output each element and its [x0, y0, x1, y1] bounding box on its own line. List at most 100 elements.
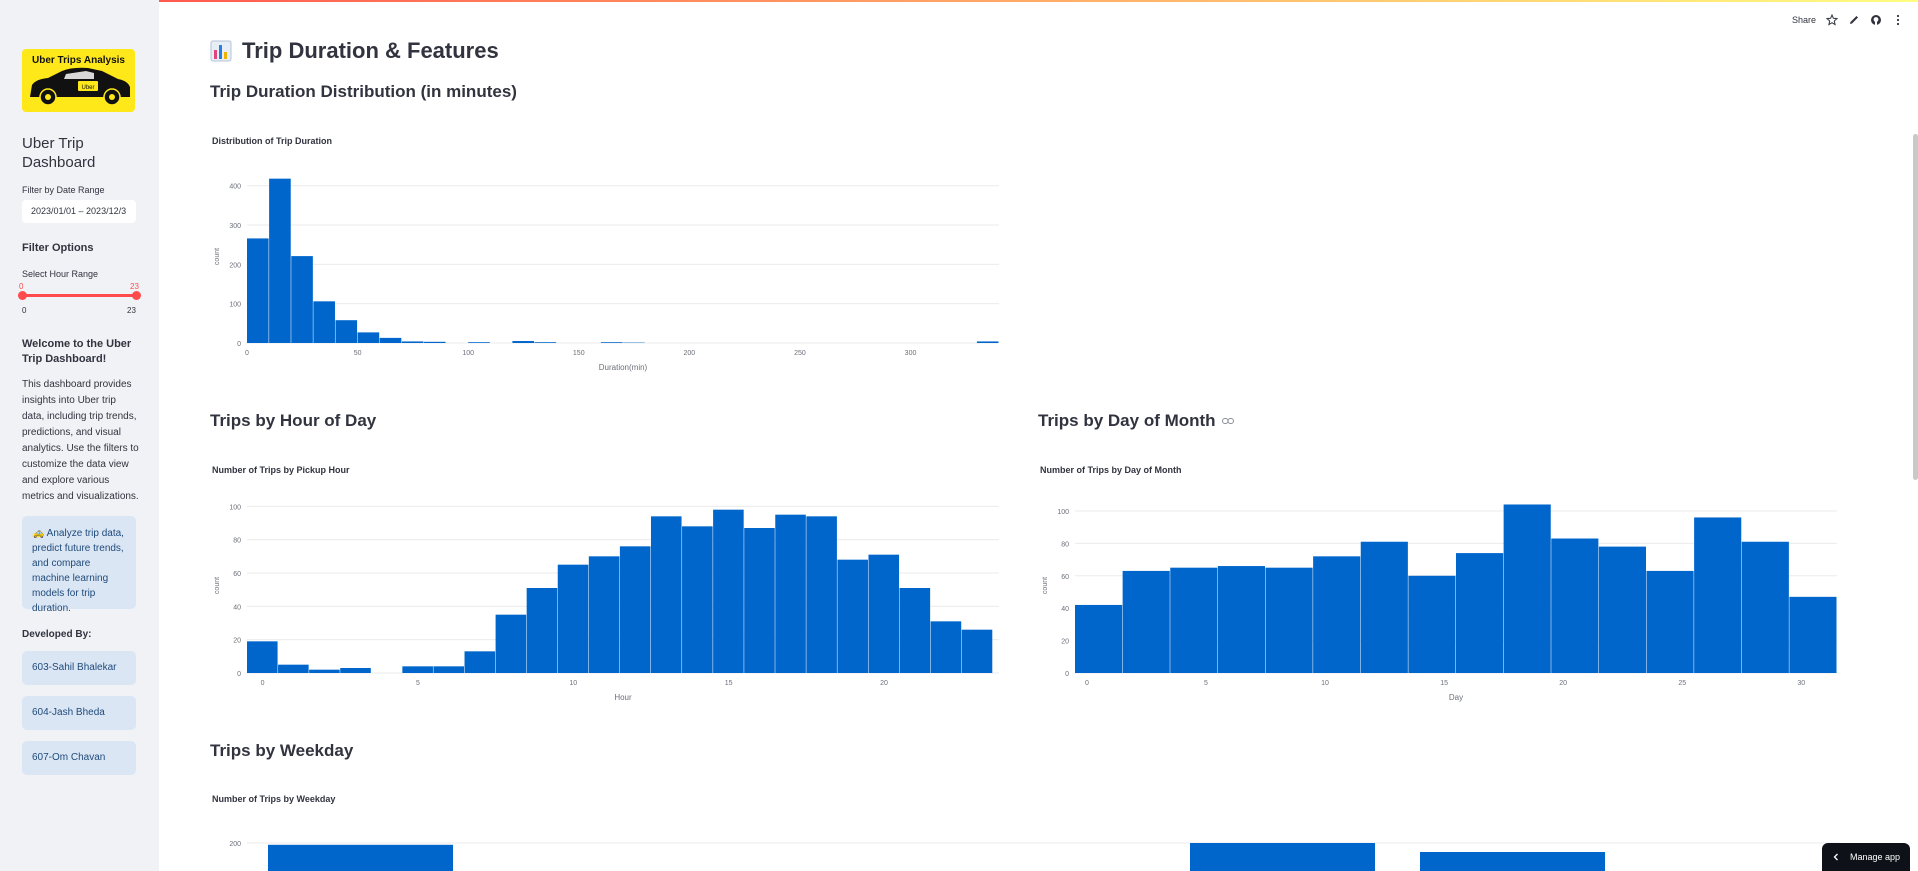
x-tick-label: 150 [573, 350, 585, 357]
y-tick-label: 100 [229, 504, 241, 511]
hour-range-max-handle[interactable] [132, 291, 141, 300]
day-bar [1360, 541, 1408, 673]
welcome-heading: Welcome to the Uber Trip Dashboard! [22, 338, 132, 365]
day-bar [1789, 596, 1837, 673]
hour-bar [899, 588, 931, 673]
x-tick-label: 30 [1797, 680, 1805, 687]
histogram-bar [401, 341, 424, 343]
hour-bar [961, 629, 993, 673]
more-vertical-icon[interactable] [1892, 14, 1904, 26]
star-icon[interactable] [1826, 14, 1838, 26]
uber-logo-image: Uber Trips Analysis Uber [22, 49, 135, 112]
hour-bar [619, 546, 651, 673]
developer-link-om[interactable]: 607-Om Chavan [22, 741, 136, 775]
manage-app-button[interactable]: Manage app [1822, 843, 1910, 871]
logo-car-text: Uber [81, 85, 94, 91]
hour-bar [309, 669, 340, 673]
histogram-bar [976, 341, 999, 343]
main-scrollbar[interactable] [1913, 134, 1918, 480]
developer-link-jash[interactable]: 604-Jash Bheda [22, 696, 136, 730]
github-icon[interactable] [1870, 14, 1882, 26]
hour-bar [806, 516, 837, 673]
day-bar [1646, 570, 1694, 673]
date-range-input[interactable]: 2023/01/01 – 2023/12/3 [22, 200, 136, 223]
y-tick-label: 0 [237, 671, 241, 678]
hour-range-slider[interactable] [22, 294, 136, 297]
y-tick-label: 60 [233, 571, 241, 578]
link-icon[interactable] [1221, 417, 1234, 425]
sidebar-title: Uber Trip Dashboard [22, 135, 96, 171]
day-bar [1408, 575, 1456, 673]
hour-bar [464, 651, 496, 673]
x-tick-label: 10 [569, 680, 577, 687]
section-heading-hour: Trips by Hour of Day [210, 411, 377, 430]
x-axis-label: Hour [614, 693, 632, 702]
duration-histogram-chart[interactable]: 0 100 200 300 400 0 50 100 150 200 250 300 Duration(… [210, 170, 1000, 380]
histogram-bar [313, 301, 335, 343]
weekday-bar [1190, 843, 1375, 871]
day-bar [1265, 567, 1313, 673]
hour-bar-chart[interactable]: 0 20 40 60 80 100 0 5 10 15 20 Hour count [210, 498, 1000, 708]
histogram-bar [468, 342, 490, 343]
x-tick-label: 15 [1440, 680, 1448, 687]
histogram-bar [335, 320, 358, 343]
x-tick-label: 15 [725, 680, 733, 687]
hour-bar [557, 564, 589, 673]
date-filter-label: Filter by Date Range [22, 185, 105, 195]
histogram-bar [600, 342, 623, 343]
x-tick-label: 5 [416, 680, 420, 687]
manage-app-label: Manage app [1849, 852, 1901, 862]
chart-title-hour: Number of Trips by Pickup Hour [212, 465, 350, 475]
hour-bar [495, 614, 527, 673]
day-bar [1503, 504, 1551, 673]
hour-bar [682, 526, 713, 673]
x-tick-label: 200 [684, 350, 696, 357]
y-tick-label: 80 [1061, 541, 1069, 548]
weekday-bar [1420, 852, 1605, 871]
day-bar [1456, 553, 1504, 673]
share-button[interactable]: Share [1791, 15, 1816, 25]
day-bar [1122, 570, 1170, 673]
hour-bar [340, 668, 371, 673]
hour-range-min-value: 0 [19, 282, 24, 291]
hour-bar [526, 588, 558, 673]
hour-bar [930, 621, 962, 673]
y-tick-label: 20 [233, 638, 241, 645]
y-tick-label: 400 [229, 184, 241, 191]
developed-by-heading: Developed By: [22, 629, 92, 640]
developer-link-sahil[interactable]: 603-Sahil Bhalekar [22, 651, 136, 685]
edit-pencil-icon[interactable] [1848, 14, 1860, 26]
y-tick-label: 80 [233, 538, 241, 545]
histogram-bar [291, 256, 313, 343]
hour-range-label: Select Hour Range [22, 269, 99, 279]
day-of-month-bar-chart[interactable]: 0 20 40 60 80 100 0 5 10 15 20 25 30 Day count [1038, 498, 1838, 708]
y-tick-label: 100 [1057, 509, 1069, 516]
chart-title-weekday: Number of Trips by Weekday [212, 794, 336, 804]
y-tick-label: 0 [1065, 671, 1069, 678]
y-tick-label: 40 [1061, 606, 1069, 613]
hour-range-tick-min: 0 [22, 306, 27, 315]
car-icon: Uber [30, 67, 130, 106]
hour-bar [433, 666, 465, 673]
weekday-bar-chart[interactable]: 200 [210, 826, 1840, 871]
y-tick-label: 40 [233, 604, 241, 611]
hour-bar [650, 516, 682, 673]
y-tick-label: 20 [1061, 639, 1069, 646]
section-heading-duration: Trip Duration Distribution (in minutes) [210, 82, 517, 101]
x-tick-label: 20 [1559, 680, 1567, 687]
day-bar [1694, 517, 1742, 673]
chart-title-duration: Distribution of Trip Duration [212, 136, 332, 146]
y-tick-label: 200 [229, 841, 241, 848]
chart-title-day: Number of Trips by Day of Month [1040, 465, 1182, 475]
day-bar [1075, 604, 1123, 673]
hour-range-min-handle[interactable] [18, 291, 27, 300]
chevron-left-icon [1833, 853, 1838, 861]
x-tick-label: 20 [880, 680, 888, 687]
page-title: Trip Duration & Features [210, 38, 499, 64]
hour-bar [278, 664, 309, 673]
day-bar [1217, 566, 1265, 673]
y-tick-label: 100 [229, 302, 241, 309]
hour-range-tick-max: 23 [127, 306, 136, 315]
hour-bar [775, 514, 806, 673]
day-bar [1598, 546, 1646, 673]
